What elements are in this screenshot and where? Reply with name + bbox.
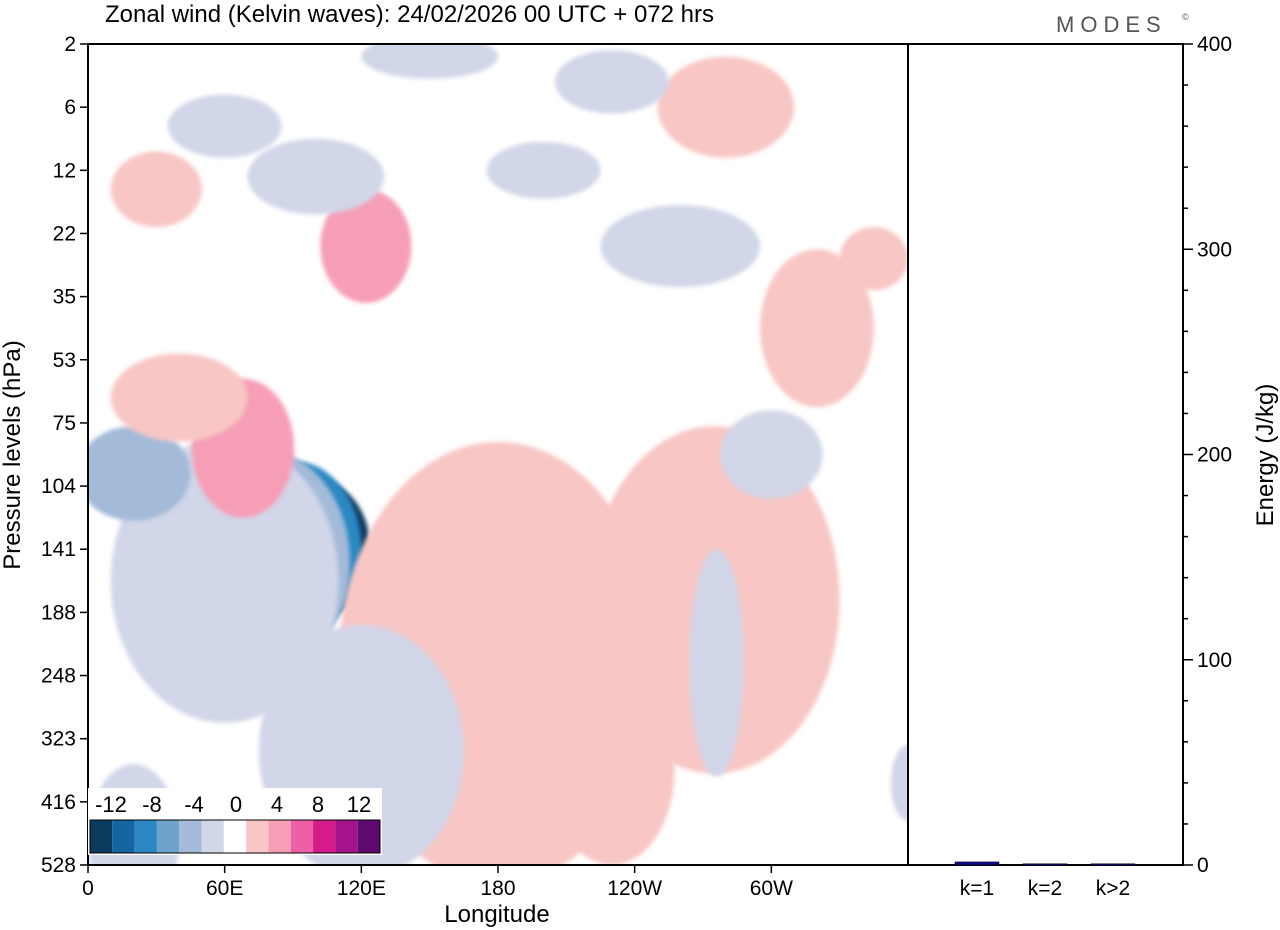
y-tick-label: 6 <box>64 96 76 119</box>
contour-25 <box>110 353 248 442</box>
contour-28 <box>110 151 202 228</box>
y-tick-label: 141 <box>41 538 76 561</box>
energy-bar-3 <box>1090 863 1136 866</box>
energy-category-labels: k=1 k=2 k>2 <box>960 877 1130 900</box>
brand-mark: © <box>1182 12 1189 22</box>
y-tick-label: 416 <box>41 791 76 814</box>
colorbar-label: 12 <box>347 792 371 817</box>
colorbar-swatch <box>179 820 202 853</box>
colorbar-label: -4 <box>184 792 204 817</box>
contour-33 <box>361 44 498 79</box>
colorbar-label: 4 <box>271 792 283 817</box>
pressure-axis: 2 6 12 22 35 53 75 104 141 188 248 323 416 528 <box>41 33 88 877</box>
y-tick-label: 323 <box>41 728 76 751</box>
contour-27 <box>167 94 282 158</box>
energy-plot-frame <box>907 43 1184 866</box>
contour-29 <box>486 141 601 199</box>
y-tick-label: 35 <box>53 286 76 309</box>
contour-32 <box>890 745 908 821</box>
energy-category-label: k=1 <box>960 877 994 900</box>
y-tick-label: 104 <box>41 475 76 498</box>
energy-tick-label: 300 <box>1197 238 1232 261</box>
chart-title: Zonal wind (Kelvin waves): 24/02/2026 00… <box>105 1 714 28</box>
x-tick-label: 60E <box>206 877 243 900</box>
colorbar-swatch <box>313 820 336 853</box>
y-tick-label: 248 <box>41 665 76 688</box>
contour-9 <box>320 189 412 303</box>
y-tick-label: 528 <box>41 854 76 877</box>
colorbar-swatch <box>112 820 135 853</box>
colorbar-swatch <box>268 820 291 853</box>
contour-7 <box>88 426 191 521</box>
energy-category-label: k=2 <box>1028 877 1062 900</box>
energy-bars <box>954 861 1136 866</box>
x-tick-label: 120W <box>607 877 662 900</box>
y-tick-label: 53 <box>53 349 76 372</box>
y-tick-label: 22 <box>53 222 76 245</box>
colorbar-label: -8 <box>142 792 162 817</box>
colorbar-swatch <box>290 820 314 853</box>
contour-22 <box>759 249 874 408</box>
x-tick-label: 60W <box>750 877 793 900</box>
x-tick-label: 180 <box>480 877 515 900</box>
contour-17 <box>689 549 745 777</box>
contour-30 <box>839 227 908 291</box>
colorbar-label: -12 <box>95 792 127 817</box>
colorbar-label: 0 <box>230 792 242 817</box>
brand-logo: MODES © <box>1056 12 1189 37</box>
colorbar-swatch <box>335 820 358 853</box>
energy-axis: 0 100 200 300 400 <box>1183 33 1232 877</box>
longitude-axis: 0 60E 120E 180 120W 60W <box>82 865 793 900</box>
contour-field <box>88 44 908 865</box>
colorbar-swatch <box>201 820 224 853</box>
contour-18 <box>549 675 675 865</box>
colorbar-swatch <box>223 820 247 853</box>
contour-21 <box>600 205 760 288</box>
contour-23 <box>657 56 795 158</box>
colorbar-swatch <box>134 820 157 853</box>
contour-26 <box>247 138 385 215</box>
contour-20 <box>720 410 823 499</box>
energy-axis-label: Energy (J/kg) <box>1252 384 1279 527</box>
x-tick-label: 120E <box>337 877 386 900</box>
x-tick-label: 0 <box>82 877 94 900</box>
colorbar-label: 8 <box>312 792 324 817</box>
colorbar: -12 -8 -4 0 4 8 12 <box>88 788 382 855</box>
colorbar-swatch <box>246 820 269 853</box>
energy-bar-1 <box>954 861 1000 866</box>
colorbar-frame <box>89 819 381 854</box>
colorbar-swatch <box>156 820 180 853</box>
y-axis-label: Pressure levels (hPa) <box>0 340 26 569</box>
energy-category-label: k>2 <box>1096 877 1130 900</box>
energy-tick-label: 0 <box>1197 854 1209 877</box>
colorbar-swatch <box>357 820 380 853</box>
x-axis-label: Longitude <box>444 901 549 928</box>
energy-tick-label: 400 <box>1197 33 1232 56</box>
energy-tick-label: 100 <box>1197 649 1232 672</box>
y-tick-label: 75 <box>53 412 76 435</box>
y-tick-label: 12 <box>53 159 76 182</box>
contour-24 <box>554 50 669 114</box>
energy-tick-label: 200 <box>1197 444 1232 467</box>
brand-name: MODES <box>1056 12 1167 37</box>
colorbar-swatch <box>90 820 113 853</box>
y-tick-label: 188 <box>41 601 76 624</box>
y-tick-label: 2 <box>64 33 76 56</box>
energy-bar-2 <box>1022 863 1068 866</box>
